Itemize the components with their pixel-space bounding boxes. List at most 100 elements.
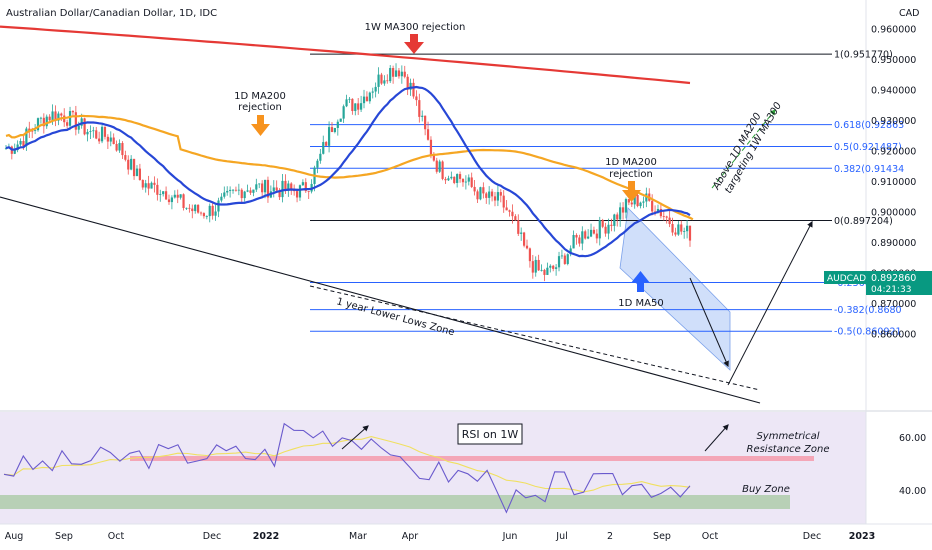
rsi-resistance-zone xyxy=(130,456,814,461)
candle-body xyxy=(121,143,124,156)
candle-body xyxy=(176,194,179,198)
fib-label-1: 0.618(0.92863 xyxy=(834,120,904,131)
candle-body xyxy=(68,111,72,126)
candle-body xyxy=(150,182,153,189)
candle-body xyxy=(438,161,441,172)
candle-body xyxy=(290,183,293,189)
candle-body xyxy=(636,195,639,207)
candle-body xyxy=(412,82,415,97)
candle-body xyxy=(234,189,238,191)
candle-body xyxy=(281,180,284,198)
candle-body xyxy=(589,229,593,237)
candle-body xyxy=(188,207,191,209)
candle-body xyxy=(36,118,40,131)
candle-body xyxy=(304,182,307,192)
candle-body xyxy=(680,224,683,232)
candle-body xyxy=(16,144,19,151)
price-candles xyxy=(4,63,692,282)
candle-body xyxy=(490,191,494,197)
candle-body xyxy=(130,158,133,170)
candle-body xyxy=(508,210,511,212)
rsi-tick-40: 40.00 xyxy=(899,486,926,497)
candle-body xyxy=(240,189,243,199)
candle-body xyxy=(563,255,566,264)
candle-body xyxy=(34,130,37,131)
candle-body xyxy=(616,214,619,220)
fib-label-7: -0.5(0.860921 xyxy=(834,327,902,338)
candle-body xyxy=(389,68,392,82)
rsi-buy-zone xyxy=(0,495,790,509)
candle-body xyxy=(100,126,104,142)
time-axis[interactable]: Aug Sep Oct Dec 2022 Mar Apr Jun Jul 2 Sep Oct Dec 20… xyxy=(5,531,876,542)
candle-body xyxy=(217,200,220,212)
candle-body xyxy=(543,269,546,275)
candle-body xyxy=(677,224,680,235)
candle-body xyxy=(619,207,622,220)
candle-body xyxy=(54,111,57,121)
candle-body xyxy=(683,231,686,233)
candle-body xyxy=(496,192,499,201)
fib-label-3: 0.382(0.91434 xyxy=(834,164,904,175)
candle-body xyxy=(429,139,433,155)
candle-body xyxy=(601,220,604,227)
candle-body xyxy=(685,225,689,232)
candle-body xyxy=(456,174,459,183)
currency-label: CAD xyxy=(899,8,919,19)
candle-body xyxy=(13,150,16,154)
candle-body xyxy=(237,189,240,191)
candle-body xyxy=(613,214,616,226)
candle-body xyxy=(633,195,636,205)
candle-body xyxy=(272,187,275,192)
candle-body xyxy=(458,174,462,179)
candle-body xyxy=(639,202,642,207)
candle-body xyxy=(112,137,115,145)
candle-body xyxy=(249,190,252,193)
candle-body xyxy=(202,213,206,217)
candle-body xyxy=(307,191,310,192)
candle-body xyxy=(144,183,147,188)
projection-up-arrow xyxy=(727,220,813,386)
candle-body xyxy=(610,224,613,226)
candle-body xyxy=(159,194,162,195)
candle-body xyxy=(266,179,270,198)
candle-body xyxy=(421,115,424,117)
candle-body xyxy=(164,191,168,200)
candle-body xyxy=(604,226,607,234)
candle-body xyxy=(584,231,587,239)
time-label-10: Sep xyxy=(653,531,671,542)
candle-body xyxy=(441,161,444,179)
ma50-1d-line xyxy=(5,85,691,258)
fib-label-2: 0.5(0.921487) xyxy=(834,142,902,153)
candle-body xyxy=(499,192,502,196)
candle-body xyxy=(522,232,526,246)
candle-body xyxy=(98,138,101,142)
candle-body xyxy=(77,125,80,130)
candle-body xyxy=(377,74,380,87)
candle-body xyxy=(106,136,109,142)
candle-body xyxy=(514,216,517,221)
candle-body xyxy=(511,211,514,217)
price-tick-4: 0.920000 xyxy=(871,147,916,158)
candle-body xyxy=(199,212,203,214)
candle-body xyxy=(327,127,331,146)
candle-body xyxy=(89,131,92,132)
candle-body xyxy=(316,160,319,168)
candle-body xyxy=(688,225,692,241)
candle-body xyxy=(447,178,450,181)
candle-body xyxy=(505,207,508,211)
candle-body xyxy=(208,205,211,217)
candle-body xyxy=(461,178,465,183)
candle-body xyxy=(60,113,63,116)
time-label-1: Sep xyxy=(55,531,73,542)
ma200-rejection-label-1b: rejection xyxy=(238,102,282,113)
time-label-0: Aug xyxy=(5,531,24,542)
candle-body xyxy=(359,103,363,110)
fib-label-4: 0(0.897204) xyxy=(834,216,893,227)
candle-body xyxy=(642,201,645,203)
candle-body xyxy=(400,71,403,77)
candle-body xyxy=(226,190,229,193)
candle-body xyxy=(651,200,654,212)
candle-body xyxy=(83,118,86,135)
